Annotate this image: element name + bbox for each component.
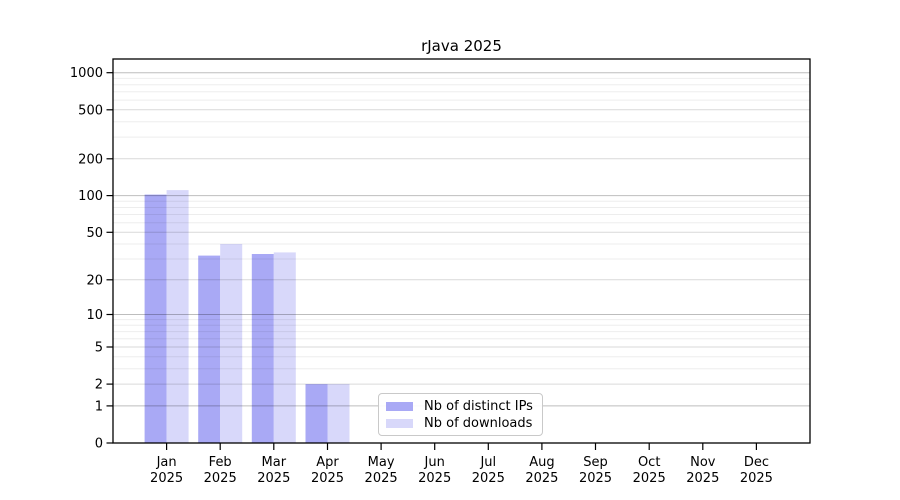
y-tick-label: 0 [95,437,103,452]
x-tick-label-month: Sep [583,455,608,470]
x-tick-label-year: 2025 [472,471,505,486]
plot-border [112,58,811,444]
x-tick-label-month: Jul [479,455,496,470]
x-tick-label-month: Jan [156,455,177,470]
x-tick-label-month: Nov [690,455,716,470]
x-tick-label-year: 2025 [686,471,719,486]
y-tick-label: 5 [95,341,103,356]
bar-downloads [327,384,350,443]
y-tick-label: 200 [78,152,103,167]
y-tick-label: 20 [86,273,103,288]
x-tick-label-month: Mar [262,455,287,470]
legend-swatch-downloads [386,419,413,428]
x-tick-label-month: Oct [638,455,660,470]
x-tick-label-year: 2025 [257,471,290,486]
x-tick-label-year: 2025 [740,471,773,486]
bar-downloads [273,252,296,443]
bar-distinct-ips [144,194,167,443]
legend-item-downloads: Nb of downloads [386,415,542,432]
x-tick-label-month: May [368,455,395,470]
y-tick-label: 50 [86,226,103,241]
y-tick-label: 1000 [70,66,103,81]
x-tick-label-month: Apr [316,455,339,470]
legend-label-downloads: Nb of downloads [424,416,533,431]
y-tick-label: 1 [95,399,103,414]
y-tick-label: 10 [86,308,103,323]
legend: Nb of distinct IPs Nb of downloads [378,393,543,436]
x-tick-label-year: 2025 [418,471,451,486]
x-tick-label-year: 2025 [365,471,398,486]
legend-swatch-distinct-ips [386,402,413,411]
legend-item-distinct-ips: Nb of distinct IPs [386,398,542,415]
bar-distinct-ips [305,384,328,443]
x-tick-label-year: 2025 [204,471,237,486]
bar-downloads [166,190,189,443]
x-tick-label-year: 2025 [311,471,344,486]
x-tick-label-month: Aug [529,455,554,470]
bar-downloads [220,244,243,443]
x-tick-label-year: 2025 [579,471,612,486]
chart-title: rJava 2025 [421,37,502,55]
bar-distinct-ips [198,255,221,443]
bar-distinct-ips [251,254,274,443]
x-tick-label-month: Dec [744,455,769,470]
x-tick-label-month: Feb [209,455,232,470]
x-tick-label-year: 2025 [525,471,558,486]
x-tick-label-year: 2025 [150,471,183,486]
y-tick-label: 2 [95,378,103,393]
y-tick-label: 100 [78,189,103,204]
x-tick-label-month: Jun [424,455,445,470]
x-tick-label-year: 2025 [633,471,666,486]
legend-label-distinct-ips: Nb of distinct IPs [424,399,533,414]
y-tick-label: 500 [78,103,103,118]
